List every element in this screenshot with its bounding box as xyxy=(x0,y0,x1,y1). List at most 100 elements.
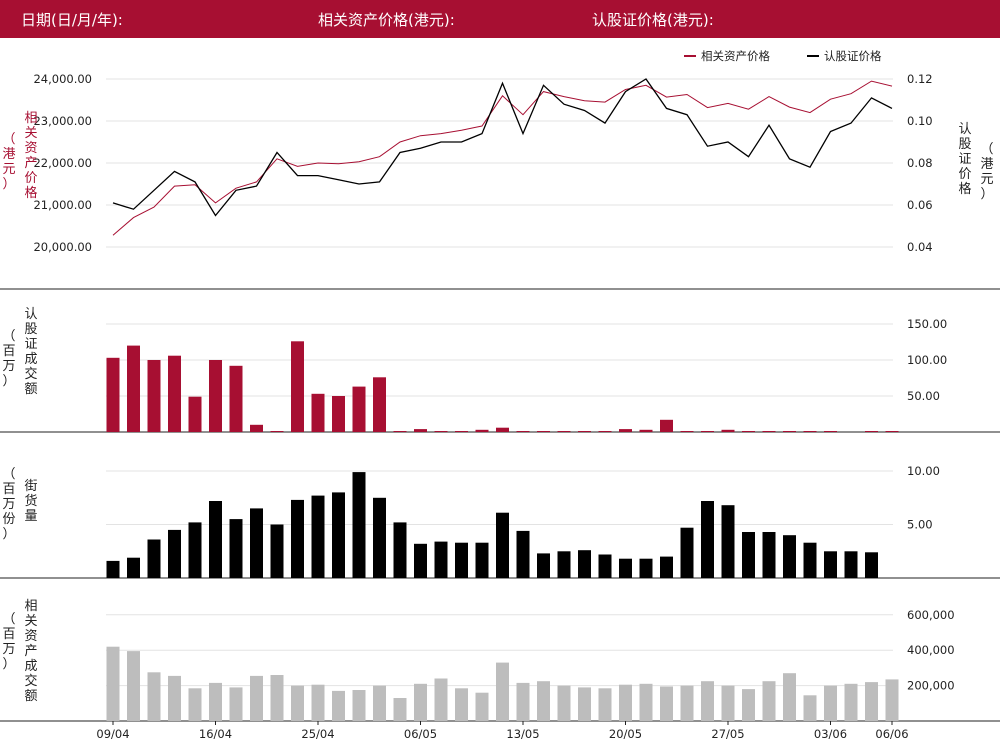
outstanding-bar xyxy=(496,512,509,578)
x-axis-tick-label: 27/05 xyxy=(711,727,744,741)
outstanding-bar xyxy=(578,550,591,578)
outstanding-bar xyxy=(516,530,530,578)
outstanding-bar xyxy=(250,508,263,578)
legend-warrant-label: 认股证价格 xyxy=(824,49,882,63)
left-axis-unit: （港元） xyxy=(2,132,15,192)
x-axis-tick-label: 25/04 xyxy=(301,727,334,741)
outstanding-bar xyxy=(209,501,222,578)
asset-turnover-bar xyxy=(619,684,632,721)
warrant-turnover-bar xyxy=(762,431,776,432)
warrant-turnover-bar xyxy=(373,377,386,432)
warrant-turnover-bar xyxy=(475,429,489,432)
x-axis-tick-label: 03/06 xyxy=(814,727,847,741)
header-bar: 日期(日/月/年): 相关资产价格(港元): 认股证价格(港元): xyxy=(0,0,1000,38)
outstanding-bar xyxy=(127,557,140,578)
warrant-turnover-bar xyxy=(783,431,796,432)
asset-turnover-bar xyxy=(557,685,571,721)
asset-turnover-bar xyxy=(332,690,345,721)
warrant-turnover-bar xyxy=(209,360,222,432)
x-axis-tick-label: 16/04 xyxy=(199,727,232,741)
asset-turnover-bar xyxy=(250,675,263,721)
outstanding-bar xyxy=(762,532,776,578)
warrant-turnover-bar xyxy=(557,431,571,432)
x-axis-tick-label: 09/04 xyxy=(96,727,129,741)
asset-turnover-bar xyxy=(291,685,304,721)
warrant-turnover-bar xyxy=(516,431,530,432)
right-axis-tick: 0.04 xyxy=(907,240,933,254)
asset-turnover-bar xyxy=(516,682,530,721)
outstanding-bar xyxy=(373,497,386,579)
right-axis-unit: （港元） xyxy=(980,142,993,202)
asset-turnover-bar xyxy=(844,683,858,721)
warrant-turnover-bar xyxy=(865,431,878,432)
outstanding-bar xyxy=(701,501,714,578)
outstanding-bar xyxy=(721,505,735,578)
warrant-turnover-bar xyxy=(106,357,120,432)
left-axis-tick: 24,000.00 xyxy=(33,72,92,86)
warrant-turnover-bar xyxy=(311,393,325,432)
warrant-price-label: 认股证价格(港元): xyxy=(592,11,714,29)
warrant-turnover-bar xyxy=(496,427,509,432)
asset-turnover-bar xyxy=(106,646,120,721)
outstanding-bar xyxy=(824,551,837,579)
asset-turnover-bar xyxy=(311,684,325,721)
right-axis-tick: 0.12 xyxy=(907,72,933,86)
warrant-turnover-bar xyxy=(701,431,714,432)
outstanding-axis-tick: 5.00 xyxy=(907,518,933,532)
left-axis-tick: 22,000.00 xyxy=(33,156,92,170)
left-axis-tick: 23,000.00 xyxy=(33,114,92,128)
outstanding-bar xyxy=(660,556,673,578)
asset-turnover-bar xyxy=(127,651,140,721)
asset-turnover-bar xyxy=(537,681,550,721)
outstanding-bar xyxy=(311,495,325,578)
outstanding-axis-unit: （百万份） xyxy=(2,467,15,542)
asset-turnover-bar xyxy=(742,689,755,721)
warrant-turnover-bar xyxy=(434,431,448,432)
warrant-turnover-axis-tick: 50.00 xyxy=(907,389,940,403)
outstanding-bar xyxy=(332,492,345,578)
outstanding-bar xyxy=(393,522,407,578)
asset-turnover-axis-tick: 600,000 xyxy=(907,608,955,622)
warrant-turnover-bar xyxy=(250,424,263,432)
right-axis-tick: 0.06 xyxy=(907,198,933,212)
outstanding-bar xyxy=(455,542,468,578)
warrant-turnover-bar xyxy=(332,396,345,432)
x-axis-tick-label: 06/06 xyxy=(875,727,908,741)
warrant-turnover-bar xyxy=(188,396,202,432)
asset-turnover-bar xyxy=(496,662,509,721)
outstanding-bar xyxy=(475,542,489,578)
asset-turnover-bar xyxy=(660,686,673,721)
outstanding-bar xyxy=(352,472,366,578)
asset-turnover-bar xyxy=(639,683,653,721)
x-axis-tick-label: 06/05 xyxy=(404,727,437,741)
asset-turnover-axis-tick: 200,000 xyxy=(907,679,955,693)
warrant-turnover-bar xyxy=(147,360,161,432)
outstanding-bar xyxy=(783,535,796,578)
outstanding-bar xyxy=(188,522,202,578)
outstanding-bar xyxy=(742,532,755,578)
warrant-price-line xyxy=(112,78,893,217)
date-label: 日期(日/月/年): xyxy=(21,11,123,29)
outstanding-axis-tick: 10.00 xyxy=(907,464,940,478)
asset-turnover-bar xyxy=(188,688,202,721)
x-axis-tick-label: 13/05 xyxy=(506,727,539,741)
legend-asset-label: 相关资产价格 xyxy=(701,49,770,63)
outstanding-bar xyxy=(168,529,181,578)
asset-turnover-bar xyxy=(701,681,714,721)
warrant-turnover-bar xyxy=(721,429,735,432)
asset-turnover-bar xyxy=(824,685,837,721)
warrant-turnover-bar xyxy=(229,365,243,432)
asset-turnover-bar xyxy=(373,685,386,721)
outstanding-bar xyxy=(598,554,612,578)
asset-turnover-bar xyxy=(147,672,161,721)
warrant-turnover-axis-tick: 100.00 xyxy=(907,353,947,367)
outstanding-bar xyxy=(865,552,878,578)
outstanding-bar xyxy=(147,539,161,578)
warrant-turnover-axis-unit: （百万） xyxy=(2,329,15,389)
asset-turnover-bar xyxy=(475,692,489,721)
warrant-turnover-bar xyxy=(824,431,837,432)
right-axis-tick: 0.10 xyxy=(907,114,933,128)
warrant-turnover-bar xyxy=(291,341,304,432)
outstanding-bar xyxy=(680,527,694,578)
